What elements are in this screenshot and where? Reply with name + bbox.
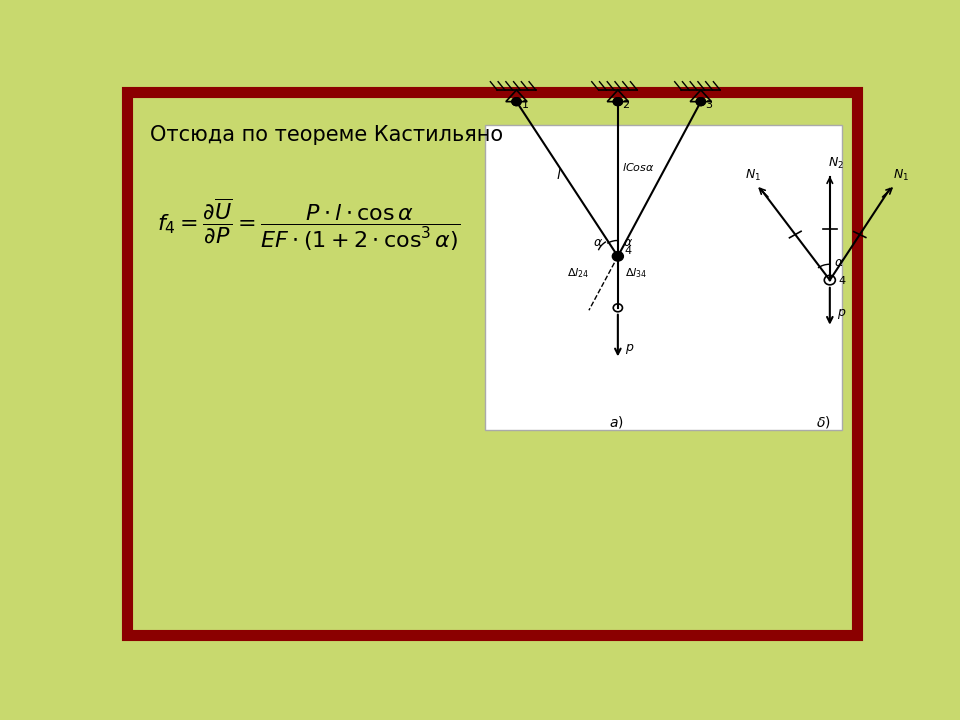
Text: 3: 3	[706, 99, 712, 109]
Text: $\alpha$: $\alpha$	[623, 236, 634, 249]
Text: $l$: $l$	[556, 167, 562, 182]
Text: $N_1$: $N_1$	[745, 168, 760, 183]
FancyBboxPatch shape	[485, 125, 842, 430]
Circle shape	[613, 98, 622, 106]
Text: p: p	[625, 341, 633, 354]
Text: 4: 4	[625, 246, 632, 256]
Text: 4: 4	[838, 276, 845, 286]
Text: $\alpha$: $\alpha$	[834, 256, 845, 269]
Text: $a)$: $a)$	[609, 414, 623, 430]
Text: $N_2$: $N_2$	[828, 156, 844, 171]
Text: p: p	[837, 306, 845, 319]
Text: $f_4 = \dfrac{\partial \overline{U}}{\partial P} = \dfrac{P \cdot l \cdot \cos\a: $f_4 = \dfrac{\partial \overline{U}}{\pa…	[157, 197, 461, 253]
Circle shape	[612, 251, 623, 261]
Text: $N_1$: $N_1$	[894, 168, 909, 183]
Text: Отсюда по теореме Кастильяно: Отсюда по теореме Кастильяно	[150, 125, 503, 145]
Text: $\Delta l_{24}$: $\Delta l_{24}$	[567, 266, 589, 280]
Circle shape	[696, 98, 706, 106]
Text: 1: 1	[522, 99, 529, 109]
Text: $\alpha$: $\alpha$	[592, 236, 603, 249]
Text: $lCos\alpha$: $lCos\alpha$	[622, 161, 655, 173]
Text: $\delta)$: $\delta)$	[816, 414, 830, 430]
Text: 2: 2	[622, 99, 630, 109]
Circle shape	[512, 98, 521, 106]
Text: $\Delta l_{34}$: $\Delta l_{34}$	[625, 266, 647, 280]
